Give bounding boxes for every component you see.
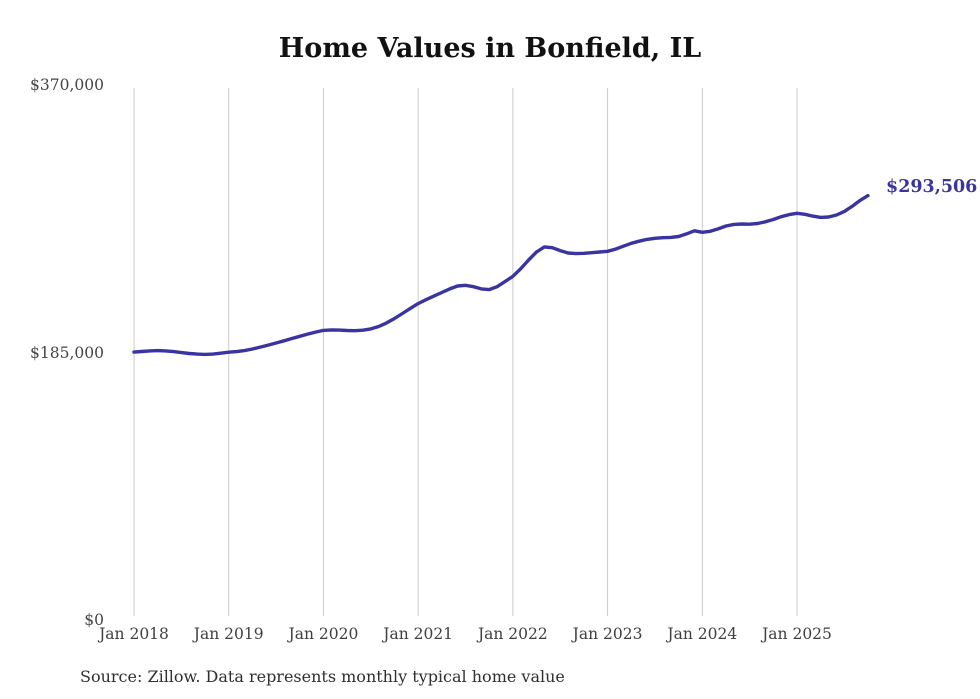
y-tick-label: $370,000 — [30, 76, 104, 94]
x-tick-label: Jan 2024 — [667, 625, 738, 643]
latest-value-label: $293,506 — [886, 176, 978, 197]
x-tick-label: Jan 2019 — [193, 625, 264, 643]
home-value-series-line — [132, 193, 870, 357]
chart-title: Home Values in Bonfield, IL — [278, 33, 702, 64]
x-tick-label: Jan 2018 — [99, 625, 169, 643]
x-tick-label: Jan 2022 — [477, 625, 548, 643]
x-tick-label: Jan 2021 — [383, 625, 454, 643]
y-tick-label: $0 — [84, 611, 104, 629]
source-note: Source: Zillow. Data represents monthly … — [80, 667, 565, 686]
x-tick-label: Jan 2020 — [288, 625, 359, 643]
y-tick-label: $185,000 — [30, 343, 104, 362]
x-tick-label: Jan 2025 — [762, 625, 832, 643]
x-tick-label: Jan 2023 — [572, 625, 643, 643]
